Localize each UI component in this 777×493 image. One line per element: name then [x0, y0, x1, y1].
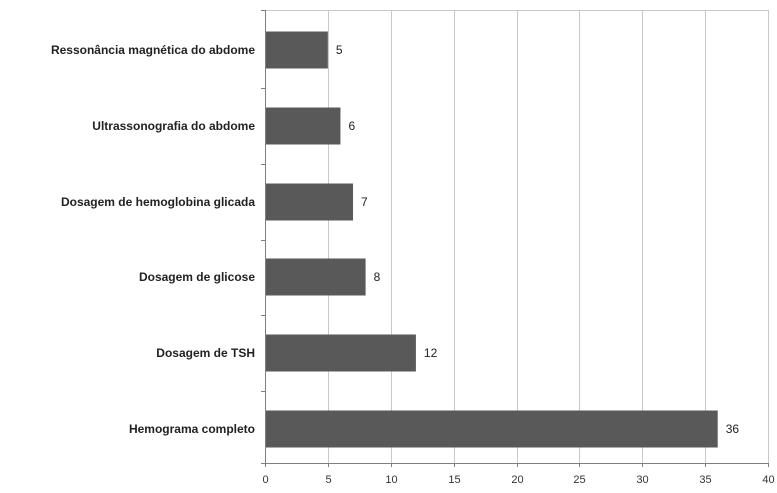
data-label: 5: [336, 43, 343, 57]
bar: [266, 183, 354, 221]
bar: [266, 334, 416, 372]
x-tick-label: 30: [636, 474, 648, 486]
data-label: 36: [726, 422, 740, 436]
x-tick-label: 5: [325, 474, 331, 486]
bar: [266, 107, 341, 145]
x-tick-label: 0: [262, 474, 268, 486]
x-tick-label: 10: [385, 474, 397, 486]
labels: 0 5 10 15 20 25 30 35 40 Ressonância magnética do…: [51, 43, 775, 486]
x-tick-label: 25: [573, 474, 585, 486]
x-tick-label: 35: [699, 474, 711, 486]
x-tick-label: 15: [448, 474, 460, 486]
category-label: Dosagem de glicose: [139, 270, 255, 284]
category-label: Dosagem de TSH: [156, 346, 255, 360]
data-label: 8: [374, 270, 381, 284]
bars: [266, 31, 718, 448]
category-label: Dosagem de hemoglobina glicada: [61, 195, 255, 209]
data-label: 12: [424, 346, 438, 360]
bar: [266, 31, 328, 69]
x-tick-label: 40: [762, 474, 774, 486]
bar: [266, 410, 718, 448]
category-label: Ultrassonografia do abdome: [92, 119, 255, 133]
bar: [266, 258, 366, 296]
x-tick-label: 20: [511, 474, 523, 486]
category-label: Hemograma completo: [129, 422, 255, 436]
category-label: Ressonância magnética do abdome: [51, 43, 255, 57]
data-label: 7: [361, 195, 368, 209]
gridlines: [265, 10, 769, 463]
data-label: 6: [348, 119, 355, 133]
axes: [261, 10, 769, 467]
